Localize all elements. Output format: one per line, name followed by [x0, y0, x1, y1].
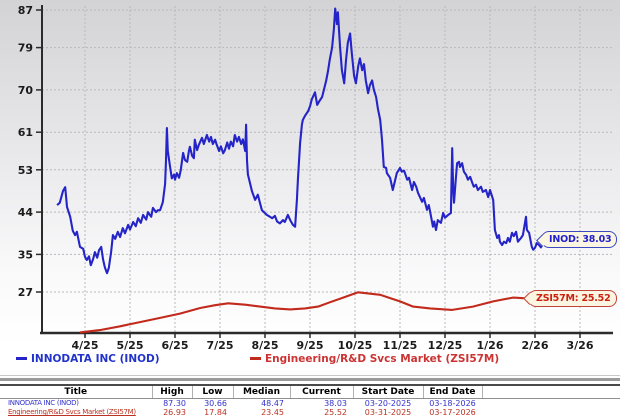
- inod-line-swatch-icon: [16, 356, 27, 360]
- x-axis-label: 7/25: [207, 339, 234, 352]
- market-median: 23.45: [261, 408, 284, 417]
- x-axis-label: 1/26: [477, 339, 504, 352]
- x-axis-label: 4/25: [72, 339, 99, 352]
- x-axis-label: 2/26: [522, 339, 549, 352]
- y-axis-label: 27: [18, 286, 33, 299]
- inod-price-tag: INOD: 38.03: [541, 231, 618, 249]
- y-axis-label: 87: [18, 4, 33, 17]
- col-header-current: Current: [290, 385, 354, 399]
- summary-table: Title High Low Median Current Start Date…: [0, 384, 620, 417]
- inod-low: 30.66: [204, 399, 227, 408]
- market-title-link[interactable]: Engineering/R&D Svcs Market (ZSI57M): [8, 408, 136, 416]
- divider-line: [0, 375, 620, 376]
- col-header-high: High: [152, 385, 193, 399]
- chart-plot-area: 87 79 70 61 53 44 35 27 4/25 5/25 6/25 7/25 8/25 9/25…: [0, 0, 620, 352]
- gridlines: [42, 6, 613, 333]
- legend-label-market: Engineering/R&D Svcs Market (ZSI57M): [265, 353, 500, 365]
- inod-price-line: [56, 7, 546, 275]
- y-axis-label: 61: [18, 126, 33, 139]
- axes: [36, 5, 613, 338]
- market-price-tag: ZSI57M: 25.52: [528, 289, 617, 307]
- legend-label-inod: INNODATA INC (INOD): [31, 353, 160, 365]
- inod-high: 87.30: [163, 399, 186, 408]
- inod-start-date: 03-20-2025: [364, 399, 412, 408]
- y-axis-label: 53: [18, 164, 33, 177]
- divider-bar: [0, 378, 620, 381]
- inod-median: 48.47: [261, 399, 284, 408]
- market-current: 25.52: [324, 408, 347, 417]
- x-axis-label: 11/25: [383, 339, 418, 352]
- table-row-market: Engineering/R&D Svcs Market (ZSI57M) 26.…: [0, 408, 620, 417]
- col-header-filler: [482, 385, 620, 399]
- market-high: 26.93: [163, 408, 186, 417]
- col-header-title: Title: [0, 385, 153, 399]
- market-low: 17.84: [204, 408, 227, 417]
- col-header-low: Low: [192, 385, 234, 399]
- inod-current: 38.03: [324, 399, 347, 408]
- col-header-end-date: End Date: [423, 385, 483, 399]
- y-axis-label: 35: [18, 248, 33, 261]
- legend-item-market: Engineering/R&D Svcs Market (ZSI57M): [250, 353, 499, 367]
- market-line-swatch-icon: [250, 356, 261, 360]
- market-end-date: 03-17-2026: [429, 408, 476, 417]
- legend-item-inod: INNODATA INC (INOD): [16, 353, 160, 367]
- market-index-line: [79, 291, 545, 334]
- x-axis-label: 6/25: [162, 339, 189, 352]
- inod-title: INNODATA INC (INOD): [8, 399, 79, 407]
- x-axis-label: 9/25: [297, 339, 324, 352]
- col-header-median: Median: [233, 385, 291, 399]
- summary-table-header-row: Title High Low Median Current Start Date…: [0, 385, 620, 399]
- inod-end-date: 03-18-2026: [429, 399, 476, 408]
- x-axis-label: 12/25: [428, 339, 463, 352]
- y-axis-label: 44: [18, 206, 34, 219]
- x-axis-label: 3/26: [567, 339, 594, 352]
- x-axis-label: 5/25: [117, 339, 144, 352]
- table-row-inod: INNODATA INC (INOD) 87.30 30.66 48.47 38…: [0, 399, 620, 409]
- y-axis-label: 70: [18, 84, 34, 97]
- x-axis-label: 8/25: [252, 339, 279, 352]
- y-axis-label: 79: [18, 42, 33, 55]
- x-axis-label: 10/25: [338, 339, 373, 352]
- market-start-date: 03-31-2025: [364, 408, 412, 417]
- col-header-start-date: Start Date: [353, 385, 424, 399]
